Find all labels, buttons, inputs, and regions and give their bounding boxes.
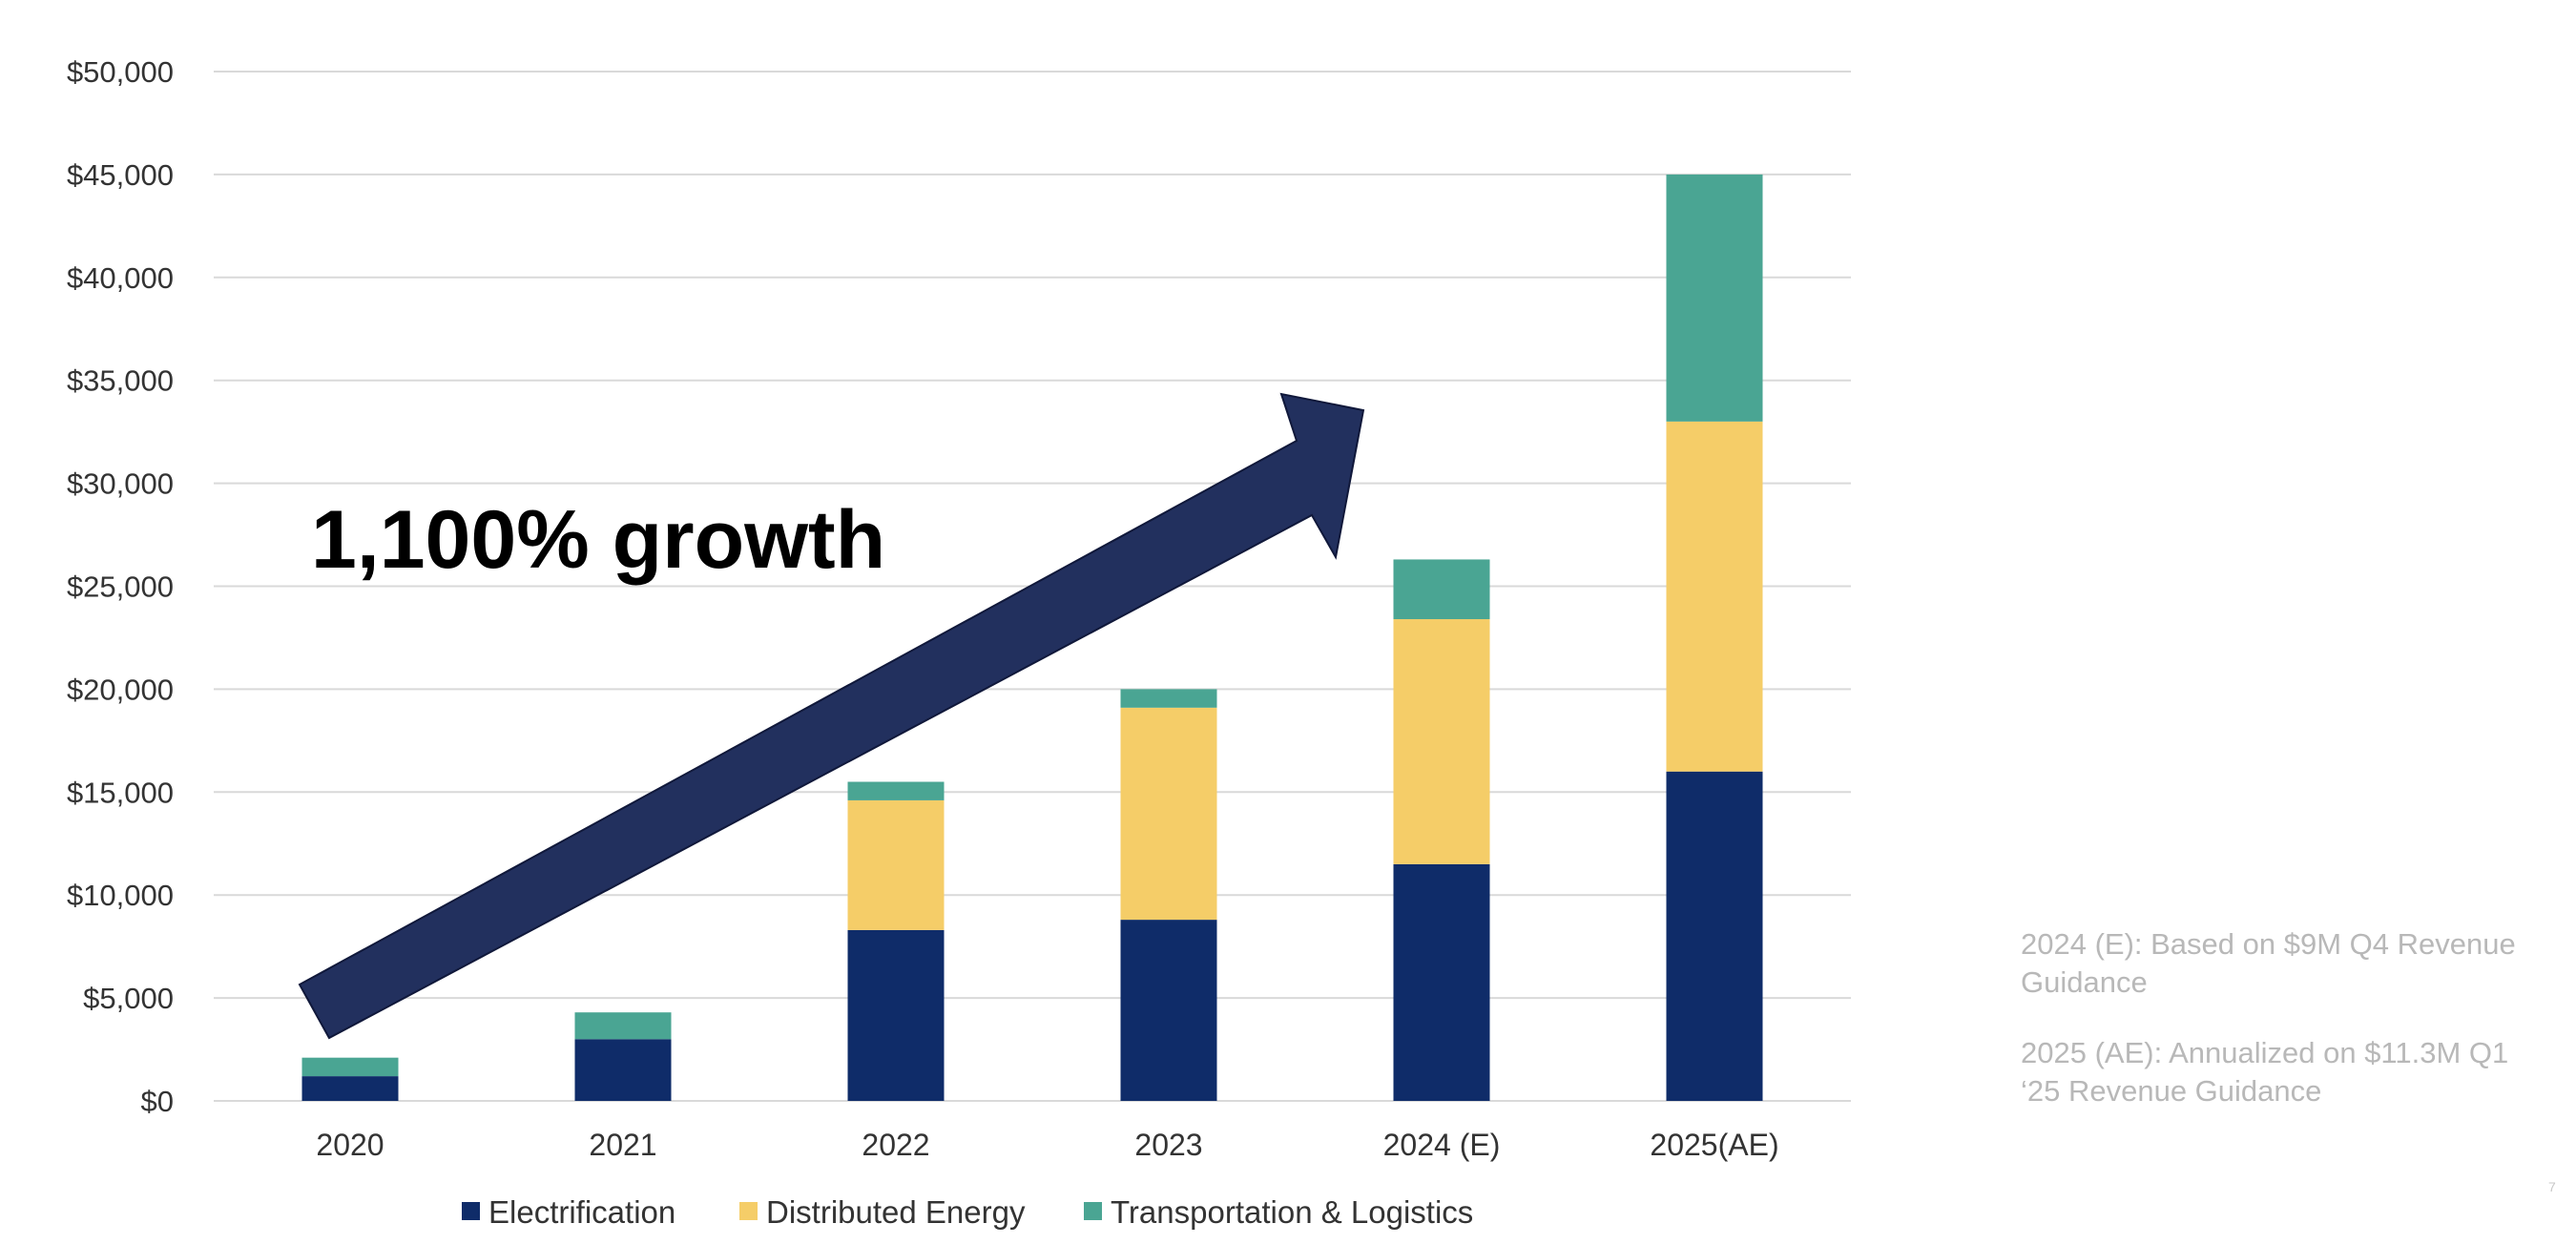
- arrow-icon: [298, 392, 1365, 1040]
- bar-segment-transportation-logistics: [1666, 174, 1763, 422]
- legend-label: Transportation & Logistics: [1111, 1194, 1473, 1230]
- legend-swatch: [462, 1202, 480, 1220]
- bar-segment-transportation-logistics: [1120, 689, 1217, 708]
- legend: Electrification Distributed Energy Transpo…: [462, 1194, 1473, 1230]
- y-tick-label: $10,000: [67, 879, 174, 912]
- bar-segment-distributed-energy: [1666, 421, 1763, 772]
- y-tick-label: $40,000: [67, 261, 174, 295]
- y-axis: $0 $5,000 $10,000 $15,000 $20,000 $25,000 $30,…: [67, 55, 174, 1118]
- bar-segment-electrification: [301, 1076, 399, 1101]
- bar-segment-electrification: [1120, 920, 1217, 1101]
- x-tick-label: 2022: [862, 1128, 929, 1162]
- legend-label: Distributed Energy: [766, 1194, 1026, 1230]
- y-tick-label: $45,000: [67, 158, 174, 192]
- bar-segment-distributed-energy: [847, 799, 945, 930]
- x-tick-label: 2021: [589, 1128, 656, 1162]
- growth-annotation: 1,100% growth: [311, 494, 885, 586]
- y-tick-label: $5,000: [83, 982, 174, 1015]
- legend-swatch: [739, 1202, 758, 1220]
- x-tick-label: 2020: [316, 1128, 384, 1162]
- bars: [301, 174, 1763, 1101]
- bar-segment-distributed-energy: [1393, 619, 1490, 864]
- y-tick-label: $25,000: [67, 570, 174, 604]
- y-tick-label: $15,000: [67, 776, 174, 809]
- bar-segment-electrification: [1666, 771, 1763, 1101]
- footnotes: 2024 (E): Based on $9M Q4 Revenue Guidan…: [2021, 925, 2555, 1143]
- bar-segment-transportation-logistics: [847, 781, 945, 800]
- legend-swatch: [1084, 1202, 1102, 1220]
- bar-segment-transportation-logistics: [1393, 559, 1490, 620]
- growth-arrow: [298, 392, 1365, 1040]
- y-tick-label: $35,000: [67, 364, 174, 398]
- bar-segment-electrification: [574, 1039, 672, 1101]
- y-tick-label: $30,000: [67, 467, 174, 501]
- stacked-bar-chart: $0 $5,000 $10,000 $15,000 $20,000 $25,000 $30,…: [67, 55, 1851, 1230]
- bar-segment-electrification: [1393, 863, 1490, 1101]
- bar-segment-transportation-logistics: [301, 1057, 399, 1077]
- bar-segment-distributed-energy: [1120, 707, 1217, 921]
- y-tick-label: $0: [141, 1085, 174, 1118]
- bar-segment-transportation-logistics: [574, 1012, 672, 1040]
- page-number: 7: [2548, 1179, 2556, 1194]
- x-tick-label: 2023: [1134, 1128, 1202, 1162]
- footnote-2024: 2024 (E): Based on $9M Q4 Revenue Guidan…: [2021, 927, 2516, 999]
- x-tick-label: 2025(AE): [1650, 1128, 1778, 1162]
- y-tick-label: $20,000: [67, 673, 174, 706]
- y-tick-label: $50,000: [67, 55, 174, 89]
- footnote-2025: 2025 (AE): Annualized on $11.3M Q1 ‘25 R…: [2021, 1036, 2509, 1108]
- bar-segment-electrification: [847, 929, 945, 1101]
- x-axis: 2020 2021 2022 2023 2024 (E) 2025(AE): [316, 1128, 1778, 1162]
- x-tick-label: 2024 (E): [1383, 1128, 1501, 1162]
- legend-label: Electrification: [488, 1194, 675, 1230]
